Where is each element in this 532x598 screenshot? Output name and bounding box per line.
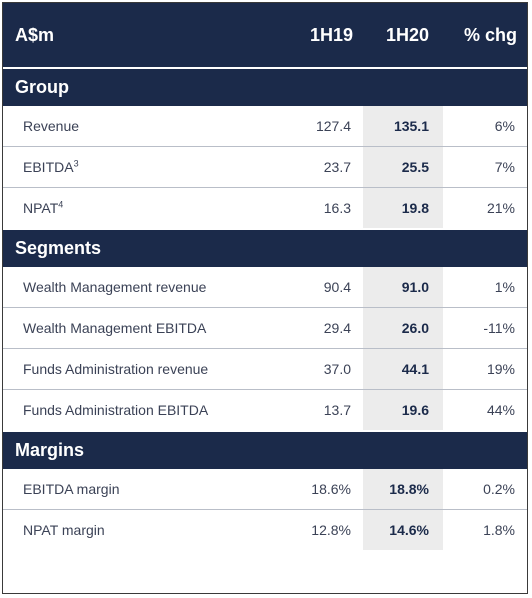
table-header-row: A$m 1H19 1H20 % chg [3, 3, 527, 68]
value-1h20: 14.6% [363, 509, 443, 550]
section-title: Margins [3, 430, 527, 469]
row-label: Funds Administration revenue [3, 348, 283, 390]
value-pct-change: 0.2% [443, 469, 527, 510]
table-row: Revenue 127.4 135.1 6% [3, 106, 527, 147]
section-title: Segments [3, 228, 527, 267]
section-group: Group [3, 67, 527, 106]
table-row: Funds Administration revenue 37.0 44.1 1… [3, 348, 527, 390]
financial-summary-table-frame: A$m 1H19 1H20 % chg Group Revenue 127.4 … [2, 2, 528, 594]
value-1h19: 12.8% [311, 522, 351, 538]
row-label: Revenue [3, 106, 283, 147]
value-1h20: 19.8 [363, 187, 443, 229]
table-row: EBITDA margin 18.6% 18.8% 0.2% [3, 469, 527, 510]
row-label: NPAT margin [23, 522, 105, 538]
value-1h20: 135.1 [363, 106, 443, 147]
row-label: NPAT4 [23, 199, 64, 216]
value-1h19: 18.6% [283, 469, 363, 510]
table-row: Wealth Management revenue 90.4 91.0 1% [3, 267, 527, 308]
value-1h20: 44.1 [363, 348, 443, 390]
value-1h19: 29.4 [283, 307, 363, 349]
value-pct-change: 21% [486, 200, 515, 216]
row-label: Wealth Management revenue [3, 267, 283, 308]
value-1h19: 127.4 [283, 106, 363, 147]
header-1h20: 1H20 [363, 3, 443, 68]
value-1h19: 37.0 [283, 348, 363, 390]
value-1h20: 18.8% [363, 469, 443, 510]
footnote-marker: 4 [58, 199, 64, 210]
value-pct-change: 7% [443, 146, 527, 188]
row-label: EBITDA3 [3, 146, 283, 188]
value-1h20: 91.0 [363, 267, 443, 308]
value-1h20: 25.5 [363, 146, 443, 188]
table-row: Funds Administration EBITDA 13.7 19.6 44… [3, 389, 527, 431]
table-row: NPAT margin 12.8% 14.6% 1.8% [3, 509, 527, 550]
row-label: Wealth Management EBITDA [3, 307, 283, 349]
table-row: EBITDA3 23.7 25.5 7% [3, 146, 527, 188]
row-label: Funds Administration EBITDA [23, 402, 209, 418]
value-1h20: 26.0 [363, 307, 443, 349]
header-pct-change: % chg [443, 3, 527, 68]
value-pct-change: 19% [443, 348, 527, 390]
value-1h19: 16.3 [323, 200, 351, 216]
value-pct-change: 44% [486, 402, 515, 418]
financial-summary-table: A$m 1H19 1H20 % chg Group Revenue 127.4 … [3, 3, 527, 550]
row-label: EBITDA margin [3, 469, 283, 510]
value-pct-change: 1.8% [483, 522, 515, 538]
value-pct-change: 6% [443, 106, 527, 147]
value-1h19: 13.7 [323, 402, 351, 418]
table-row: NPAT4 16.3 19.8 21% [3, 187, 527, 229]
value-1h20: 19.6 [363, 389, 443, 431]
footnote-marker: 3 [73, 158, 79, 169]
value-pct-change: 1% [443, 267, 527, 308]
table-row: Wealth Management EBITDA 29.4 26.0 -11% [3, 307, 527, 349]
header-currency-label: A$m [3, 3, 283, 68]
value-pct-change: -11% [443, 307, 527, 349]
value-1h19: 90.4 [283, 267, 363, 308]
section-margins: Margins [3, 430, 527, 469]
section-segments: Segments [3, 228, 527, 267]
value-1h19: 23.7 [283, 146, 363, 188]
header-1h19: 1H19 [283, 3, 363, 68]
section-title: Group [3, 67, 527, 106]
